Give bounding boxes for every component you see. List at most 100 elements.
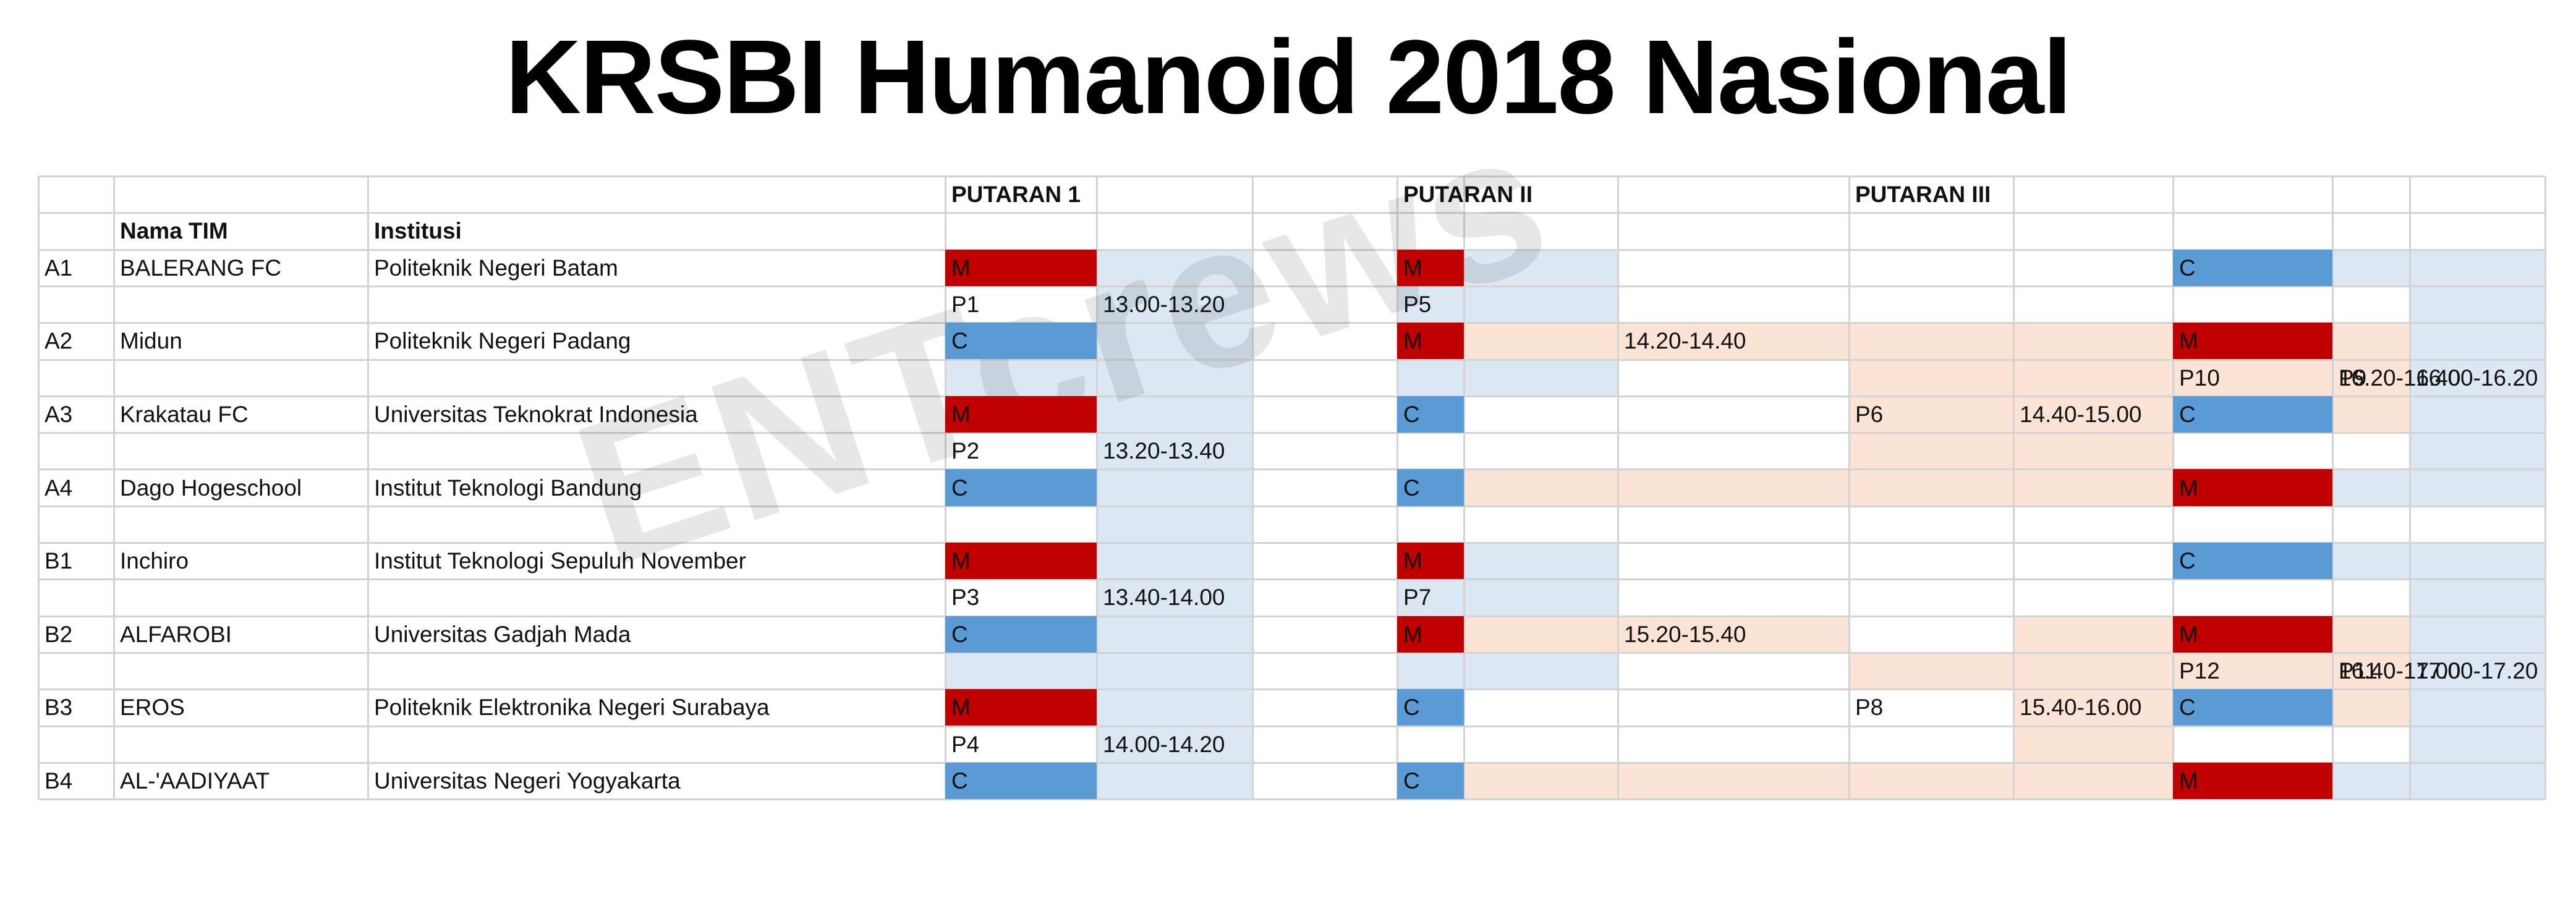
round-header: PUTARAN 1 — [951, 182, 1081, 208]
grid-line — [2544, 176, 2546, 800]
team-institution: Universitas Teknokrat Indonesia — [374, 401, 698, 427]
grid-line — [38, 542, 2545, 544]
role-cell: M — [1397, 249, 1464, 286]
team-institution: Politeknik Negeri Padang — [374, 328, 631, 354]
time-block — [1849, 359, 2013, 396]
team-id: A1 — [45, 255, 73, 281]
match-id: P12 — [2179, 658, 2220, 684]
match-id: P1 — [951, 292, 980, 318]
role-cell: M — [1397, 543, 1464, 580]
match-time: 13.20-13.40 — [1103, 438, 1225, 464]
match-time: 14.40-15.00 — [2020, 401, 2142, 427]
team-name: BALERANG FC — [120, 255, 282, 281]
role-cell: M — [945, 396, 1097, 433]
role-cell: M — [2173, 323, 2332, 360]
team-name: Midun — [120, 328, 182, 354]
match-time: 15.20-15.40 — [1624, 621, 1746, 647]
team-institution: Universitas Negeri Yogyakarta — [374, 768, 681, 793]
role-cell: M — [945, 543, 1097, 580]
time-block — [945, 652, 1252, 690]
time-block — [2332, 762, 2545, 800]
role-cell: C — [2173, 396, 2332, 433]
grid-line — [1096, 176, 1098, 800]
team-name: AL-'AADIYAAT — [120, 768, 270, 793]
time-block — [2332, 469, 2545, 506]
role-cell: M — [1397, 616, 1464, 653]
grid-line — [38, 688, 2545, 691]
team-institution: Universitas Gadjah Mada — [374, 621, 631, 647]
role-cell: M — [945, 249, 1097, 286]
match-id: P7 — [1403, 585, 1432, 611]
role-cell: M — [1397, 323, 1464, 360]
grid-line — [38, 615, 2545, 617]
grid-line — [1848, 176, 1850, 800]
match-id: P4 — [951, 731, 980, 757]
grid-line — [113, 176, 115, 800]
match-id: P8 — [1855, 695, 1884, 721]
role-cell: C — [1397, 469, 1464, 506]
time-block — [2410, 249, 2545, 506]
match-id: P3 — [951, 585, 980, 611]
grid-line — [38, 578, 2545, 581]
grid-line — [38, 395, 2545, 397]
team-name: EROS — [120, 695, 185, 721]
role-cell: C — [2173, 249, 2332, 286]
time-block — [1097, 689, 1252, 800]
grid-line — [38, 248, 2545, 251]
match-time: 13.00-13.20 — [1103, 292, 1225, 318]
team-name: ALFAROBI — [120, 621, 232, 647]
team-name: Krakatau FC — [120, 401, 249, 427]
grid-line — [2013, 176, 2015, 800]
match-id: P9 — [2339, 365, 2367, 391]
time-block — [1849, 323, 2173, 506]
team-id: A4 — [45, 475, 73, 501]
grid-line — [38, 432, 2545, 434]
role-cell: C — [2173, 543, 2332, 580]
role-cell: C — [945, 323, 1097, 360]
match-time: 15.40-16.00 — [2020, 695, 2142, 721]
team-institution: Politeknik Elektronika Negeri Surabaya — [374, 695, 770, 721]
role-cell: C — [945, 762, 1097, 800]
role-cell: C — [2173, 689, 2332, 726]
grid-line — [38, 322, 2545, 324]
match-time: 13.40-14.00 — [1103, 585, 1225, 611]
time-block — [2013, 616, 2173, 800]
role-cell: C — [945, 616, 1097, 653]
role-cell: C — [1397, 762, 1464, 800]
grid-line — [38, 505, 2545, 507]
role-cell: C — [945, 469, 1097, 506]
grid-line — [38, 761, 2545, 764]
team-id: B3 — [45, 695, 73, 721]
grid-line — [367, 176, 369, 800]
role-cell: M — [2173, 762, 2332, 800]
grid-line — [38, 176, 2545, 177]
time-block — [1397, 616, 1849, 653]
match-time: 14.20-14.40 — [1624, 328, 1746, 354]
grid-line — [1617, 176, 1619, 800]
time-block — [2410, 543, 2545, 800]
grid-line — [38, 358, 2545, 361]
grid-line — [38, 176, 40, 800]
role-cell: M — [2173, 469, 2332, 506]
round-header: PUTARAN III — [1855, 182, 1991, 208]
role-cell: C — [1397, 396, 1464, 433]
team-name: Dago Hogeschool — [120, 475, 302, 501]
grid-line — [1463, 176, 1465, 800]
time-block — [945, 359, 1252, 396]
team-institution: Institut Teknologi Bandung — [374, 475, 642, 501]
team-id: B1 — [45, 548, 73, 574]
column-header: Nama TIM — [120, 218, 228, 244]
team-id: B2 — [45, 621, 73, 647]
role-cell: M — [2173, 616, 2332, 653]
grid-line — [2409, 176, 2411, 800]
team-id: B4 — [45, 768, 73, 793]
match-time: 17.00-17.20 — [2416, 658, 2538, 684]
time-block — [1097, 249, 1252, 360]
grid-line — [38, 798, 2545, 801]
page-title: KRSBI Humanoid 2018 Nasional — [505, 19, 2072, 136]
team-id: A2 — [45, 328, 73, 354]
team-name: Inchiro — [120, 548, 189, 574]
grid-line — [1252, 176, 1254, 800]
grid-line — [38, 651, 2545, 654]
match-id: P2 — [951, 438, 980, 464]
